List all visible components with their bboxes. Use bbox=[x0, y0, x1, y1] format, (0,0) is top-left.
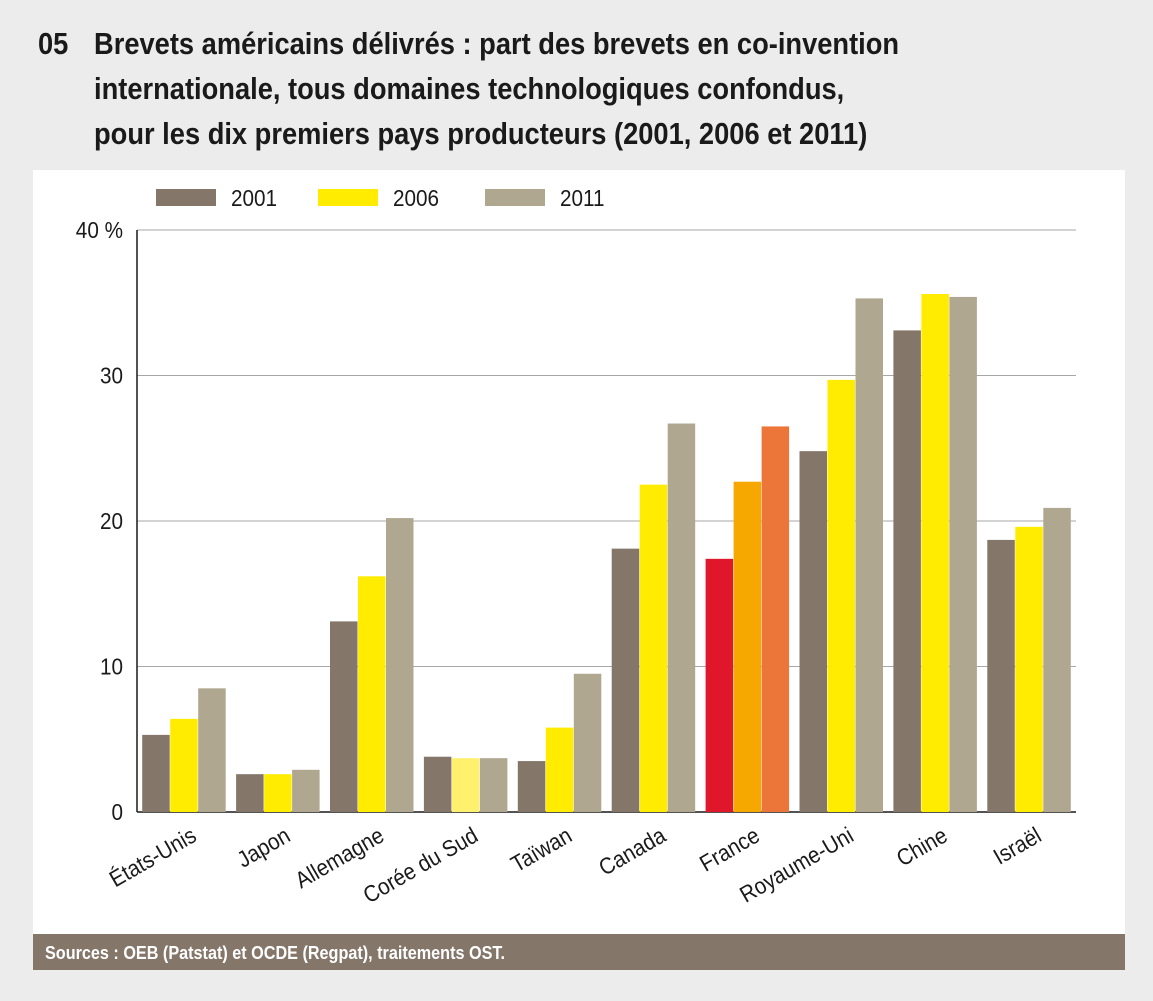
bar-2001-9 bbox=[987, 539, 1015, 812]
bar-2011-1 bbox=[292, 769, 320, 812]
chart-title-line-1: Brevets américains délivrés : part des b… bbox=[94, 26, 900, 61]
bar-2001-4 bbox=[517, 761, 546, 812]
y-tick-label-4: 40 % bbox=[76, 217, 123, 243]
bar-2006-0 bbox=[170, 718, 198, 812]
legend-swatch-2001 bbox=[156, 189, 216, 206]
bar-2006-2 bbox=[358, 576, 386, 812]
bar-2006-9 bbox=[1015, 526, 1043, 812]
x-tick-label-4: Taïwan bbox=[506, 822, 576, 878]
bar-2011-9 bbox=[1043, 507, 1071, 812]
y-tick-label-3: 30 bbox=[100, 362, 123, 388]
bar-2001-7 bbox=[799, 451, 827, 812]
bar-2001-5 bbox=[611, 548, 640, 812]
bar-2011-6 bbox=[761, 426, 790, 812]
bar-2011-7 bbox=[855, 298, 883, 812]
bar-2006-5 bbox=[639, 484, 668, 812]
legend-swatch-2006 bbox=[318, 189, 378, 206]
bar-2006-1 bbox=[264, 774, 292, 812]
source-note: Sources : OEB (Patstat) et OCDE (Regpat)… bbox=[45, 943, 505, 963]
source-bar: Sources : OEB (Patstat) et OCDE (Regpat)… bbox=[33, 934, 1125, 970]
legend-swatch-2011 bbox=[485, 189, 545, 206]
bar-2001-1 bbox=[236, 774, 264, 812]
chart-panel: 0 10 20 30 40 % États-Unis Japon Allemagne Corée… bbox=[33, 170, 1125, 970]
x-tick-label-1: Japon bbox=[232, 822, 294, 873]
bar-2011-3 bbox=[479, 758, 508, 812]
x-tick-label-9: Israël bbox=[989, 822, 1046, 870]
bar-2011-2 bbox=[386, 518, 414, 812]
bar-2001-8 bbox=[893, 330, 921, 812]
legend-label-2001: 2001 bbox=[231, 185, 277, 211]
bar-2001-2 bbox=[330, 621, 358, 812]
bar-2006-3 bbox=[451, 758, 480, 812]
bar-2006-4 bbox=[545, 727, 574, 812]
bar-2006-7 bbox=[827, 379, 855, 812]
bar-2001-3 bbox=[423, 756, 452, 812]
x-tick-label-0: États-Unis bbox=[105, 822, 201, 893]
y-tick-label-0: 0 bbox=[111, 799, 123, 825]
chart-title-line-3: pour les dix premiers pays producteurs (… bbox=[94, 116, 868, 151]
bar-2006-8 bbox=[921, 294, 949, 812]
x-tick-label-6: France bbox=[695, 822, 764, 877]
bar-2011-4 bbox=[573, 673, 602, 812]
chart-title-line-2: internationale, tous domaines technologi… bbox=[94, 71, 845, 106]
legend-label-2011: 2011 bbox=[560, 185, 605, 211]
bar-2001-0 bbox=[142, 734, 170, 812]
legend-label-2006: 2006 bbox=[393, 185, 439, 211]
figure-number: 05 bbox=[38, 26, 69, 61]
x-tick-label-5: Canada bbox=[594, 821, 671, 880]
y-tick-label-1: 10 bbox=[100, 653, 123, 679]
bar-2001-6 bbox=[705, 558, 734, 812]
bar-2011-0 bbox=[198, 688, 226, 812]
y-tick-label-2: 20 bbox=[100, 508, 123, 534]
bar-2011-5 bbox=[667, 423, 696, 812]
x-tick-label-8: Chine bbox=[892, 822, 952, 872]
bar-2011-8 bbox=[949, 296, 977, 812]
bar-2006-6 bbox=[733, 481, 762, 812]
